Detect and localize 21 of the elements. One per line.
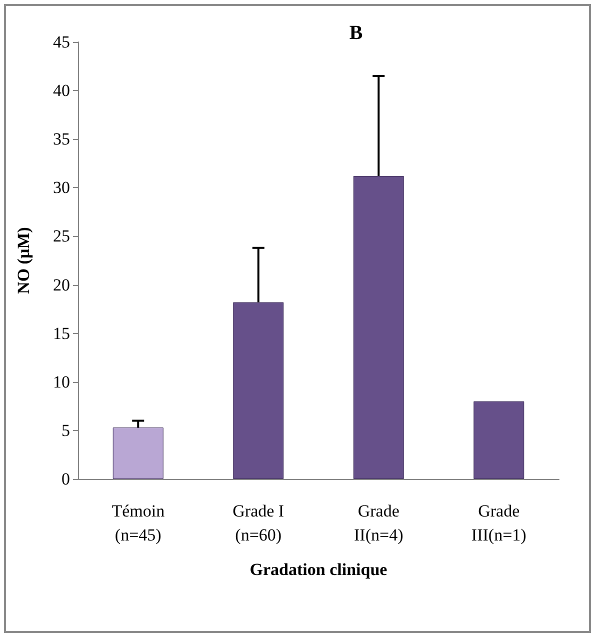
y-tick-label: 40	[53, 81, 70, 100]
chart-title: B	[349, 22, 363, 44]
x-tick-label: Grade I (n=60)	[232, 502, 284, 544]
x-tick-label: Témoin (n=45)	[112, 502, 166, 544]
y-tick-label: 35	[53, 130, 70, 149]
y-axis-title: NO (µM)	[14, 227, 33, 294]
y-tick-label: 45	[53, 32, 70, 52]
x-tick-label: Grade III(n=1)	[471, 502, 526, 544]
bar	[353, 176, 404, 479]
bar	[233, 302, 284, 479]
bar	[112, 428, 164, 479]
y-tick-label: 15	[53, 324, 70, 343]
y-tick-label: 30	[53, 178, 70, 198]
y-tick-label: 10	[53, 372, 70, 392]
y-tick-label: 5	[62, 420, 70, 440]
x-tick-label: Grade II(n=4)	[354, 502, 404, 544]
y-tick-label: 20	[53, 275, 70, 294]
y-tick-label: 25	[53, 226, 70, 246]
y-tick-label: 0	[62, 470, 70, 488]
bar	[474, 401, 524, 479]
x-axis-title: Gradation clinique	[250, 560, 388, 579]
